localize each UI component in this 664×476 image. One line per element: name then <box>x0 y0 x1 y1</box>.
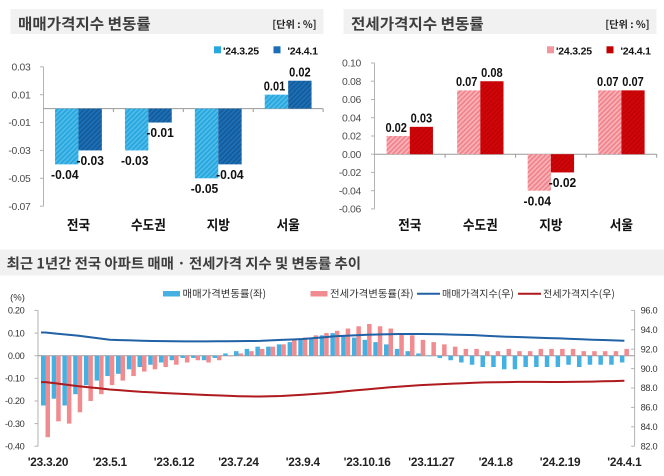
svg-text:-0.03: -0.03 <box>76 153 104 168</box>
svg-text:0.10: 0.10 <box>342 59 362 70</box>
svg-text:96.0: 96.0 <box>641 306 658 316</box>
svg-text:-0.20: -0.20 <box>5 396 25 406</box>
svg-text:0.08: 0.08 <box>342 77 362 88</box>
svg-text:-0.10: -0.10 <box>5 374 25 384</box>
svg-text:-0.01: -0.01 <box>146 125 174 140</box>
svg-text:0.07: 0.07 <box>622 74 644 89</box>
svg-text:0.00: 0.00 <box>8 351 25 361</box>
svg-text:-0.30: -0.30 <box>5 419 25 429</box>
svg-text:-0.02: -0.02 <box>549 175 577 190</box>
svg-text:-0.03: -0.03 <box>8 146 31 157</box>
svg-text:-0.04: -0.04 <box>51 167 79 182</box>
svg-text:'23.9.4: '23.9.4 <box>286 455 321 469</box>
svg-text:'24.4.1: '24.4.1 <box>621 45 652 57</box>
svg-text:-0.04: -0.04 <box>339 186 362 197</box>
svg-text:88.0: 88.0 <box>641 383 658 393</box>
svg-text:92.0: 92.0 <box>641 344 658 354</box>
svg-text:0.00: 0.00 <box>342 150 362 161</box>
svg-text:'24.3.25: '24.3.25 <box>556 45 592 57</box>
svg-text:-0.03: -0.03 <box>121 153 149 168</box>
svg-text:-0.05: -0.05 <box>191 181 219 196</box>
svg-text:94.0: 94.0 <box>641 325 658 335</box>
svg-text:86.0: 86.0 <box>641 403 658 413</box>
svg-text:-0.01: -0.01 <box>8 118 31 129</box>
svg-text:-0.04: -0.04 <box>524 193 552 208</box>
svg-text:'23.6.12: '23.6.12 <box>154 455 195 469</box>
svg-text:0.02: 0.02 <box>385 120 407 135</box>
svg-text:'24.1.8: '24.1.8 <box>479 455 514 469</box>
svg-text:0.06: 0.06 <box>342 95 362 106</box>
svg-text:'23.3.20: '23.3.20 <box>28 455 69 469</box>
svg-text:'23.10.16: '23.10.16 <box>344 455 392 469</box>
svg-text:0.04: 0.04 <box>342 113 362 124</box>
svg-text:0.01: 0.01 <box>264 79 286 94</box>
svg-text:-0.40: -0.40 <box>5 441 25 451</box>
svg-text:0.10: 0.10 <box>8 328 25 338</box>
svg-text:'24.3.25: '24.3.25 <box>223 45 259 57</box>
svg-text:-0.04: -0.04 <box>216 167 244 182</box>
svg-text:82.0: 82.0 <box>641 441 658 451</box>
svg-text:-0.06: -0.06 <box>339 205 362 216</box>
svg-text:(%): (%) <box>10 293 25 304</box>
svg-text:0.20: 0.20 <box>8 306 25 316</box>
svg-text:0.07: 0.07 <box>597 74 619 89</box>
svg-text:0.03: 0.03 <box>11 62 31 73</box>
svg-text:0.08: 0.08 <box>481 65 503 80</box>
svg-text:-0.02: -0.02 <box>339 168 362 179</box>
svg-text:0.01: 0.01 <box>11 90 31 101</box>
svg-text:90.0: 90.0 <box>641 364 658 374</box>
svg-text:-0.07: -0.07 <box>8 202 31 213</box>
svg-text:'24.4.1: '24.4.1 <box>607 455 642 469</box>
svg-text:84.0: 84.0 <box>641 422 658 432</box>
svg-text:0.07: 0.07 <box>456 74 478 89</box>
svg-text:'24.2.19: '24.2.19 <box>540 455 581 469</box>
svg-text:-0.05: -0.05 <box>8 174 31 185</box>
svg-text:0.03: 0.03 <box>411 111 433 126</box>
svg-text:'23.5.1: '23.5.1 <box>93 455 128 469</box>
svg-text:0.02: 0.02 <box>289 65 311 80</box>
svg-text:0.02: 0.02 <box>342 132 362 143</box>
svg-text:'23.11.27: '23.11.27 <box>408 455 455 469</box>
svg-text:'24.4.1: '24.4.1 <box>288 45 319 57</box>
svg-text:'23.7.24: '23.7.24 <box>218 455 259 469</box>
